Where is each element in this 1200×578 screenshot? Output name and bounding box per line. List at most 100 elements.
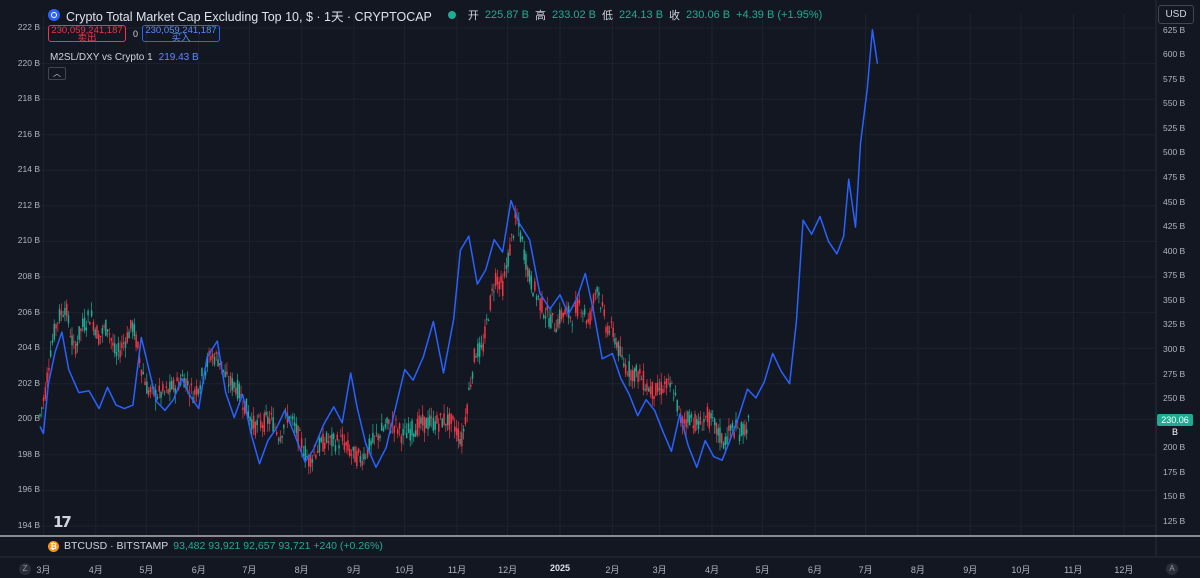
candle-body	[543, 315, 545, 318]
candle-body	[55, 324, 57, 329]
candle-body	[124, 341, 127, 348]
candle-body	[297, 425, 299, 445]
candle-body	[352, 446, 354, 451]
candle-body	[562, 312, 565, 317]
candle-body	[539, 298, 541, 311]
candle-body	[316, 450, 319, 454]
candle-body	[69, 336, 71, 337]
candle-body	[238, 384, 241, 398]
candle-body	[292, 416, 294, 420]
candle-body	[365, 457, 367, 458]
candle-body	[147, 390, 150, 396]
candle-body	[616, 342, 618, 348]
m2-line-series	[39, 29, 879, 469]
candle-body	[669, 382, 671, 388]
left-axis-tick-label: 208 B	[17, 271, 40, 281]
time-axis-tick-label: 4月	[704, 565, 719, 575]
candle-body	[96, 325, 98, 339]
candle-body	[470, 384, 472, 387]
candle-body	[510, 234, 513, 236]
candle-body	[146, 381, 148, 394]
last-price-tag: 230.06 B	[1157, 414, 1193, 437]
tradingview-logo[interactable]: 17	[53, 513, 72, 531]
candle-body	[265, 412, 267, 415]
candle-body	[432, 418, 435, 431]
candle-body	[487, 320, 490, 321]
candle-body	[541, 296, 543, 313]
candle-body	[276, 432, 278, 435]
candle-body	[466, 404, 468, 414]
sell-price: 230,059,241,187	[51, 25, 123, 36]
time-axis-tick-label: 6月	[807, 565, 822, 575]
candle-body	[245, 398, 248, 413]
candle-body	[160, 391, 162, 398]
time-axis-tick-label: 6月	[191, 565, 206, 575]
left-axis-tick-label: 200 B	[17, 413, 40, 424]
candle-body	[525, 253, 527, 270]
candle-body	[370, 440, 372, 446]
candle-body	[722, 443, 725, 449]
sell-button[interactable]: 230,059,241,187 卖出	[48, 25, 126, 43]
candle-body	[133, 324, 136, 336]
candle-body	[256, 420, 258, 426]
candle-body	[281, 436, 283, 438]
zoom-reset-button[interactable]: Z	[19, 563, 31, 575]
candle-body	[279, 437, 281, 442]
right-axis-tick-label: 425 B	[1163, 221, 1186, 232]
candle-body	[414, 430, 417, 437]
candle-body	[690, 414, 693, 418]
candle-body	[446, 414, 449, 426]
right-axis-tick-label: 250 B	[1163, 393, 1186, 404]
candle-body	[388, 419, 390, 424]
candle-body	[429, 415, 431, 426]
candle-body	[329, 435, 331, 438]
candle-body	[721, 433, 723, 444]
candle-body	[258, 415, 260, 417]
candle-body	[560, 310, 563, 320]
candle-body	[381, 423, 383, 431]
right-axis-tick-label: 575 B	[1163, 73, 1186, 84]
left-axis-tick-label: 198 B	[17, 448, 40, 459]
btc-pane-legend[interactable]: ₿ BTCUSD · BITSTAMP 93,482 93,921 92,657…	[48, 540, 383, 552]
candle-body	[455, 427, 458, 436]
buy-price: 230,059,241,187	[145, 25, 217, 36]
candle-body	[640, 379, 643, 380]
candle-body	[475, 356, 477, 358]
candle-body	[195, 386, 198, 395]
candle-body	[744, 424, 746, 436]
candle-body	[502, 280, 504, 297]
candle-body	[740, 422, 743, 436]
candle-body	[564, 309, 566, 315]
candle-body	[587, 318, 589, 322]
time-axis-tick-label: 3月	[652, 565, 667, 575]
m2-series-line	[39, 29, 879, 469]
left-axis-tick-label: 222 B	[17, 22, 40, 32]
candle-body	[443, 413, 445, 425]
candle-body	[493, 291, 495, 293]
candle-body	[519, 232, 522, 242]
candle-body	[194, 389, 196, 395]
candle-body	[454, 426, 456, 432]
candle-body	[74, 343, 77, 355]
candle-body	[662, 388, 664, 393]
symbol-title[interactable]: Crypto Total Market Cap Excluding Top 10…	[66, 9, 432, 24]
indicator-legend[interactable]: M2SL/DXY vs Crypto 1 219.43 B	[50, 52, 199, 63]
auto-scale-button[interactable]: A	[1166, 563, 1178, 575]
candle-body	[82, 318, 84, 327]
candle-body	[315, 454, 317, 459]
candle-body	[459, 439, 461, 444]
candle-body	[674, 392, 677, 396]
candle-body	[105, 320, 107, 336]
candle-body	[324, 442, 326, 449]
right-axis-tick-label: 150 B	[1163, 491, 1186, 502]
collapse-legend-button[interactable]: ︿	[48, 67, 66, 80]
candle-body	[377, 434, 379, 441]
candle-body	[142, 372, 144, 374]
time-axis-tick-label: 3月	[36, 565, 51, 575]
candle-body	[57, 322, 59, 324]
currency-selector[interactable]: USD	[1158, 5, 1194, 24]
candle-body	[639, 368, 641, 374]
buy-button[interactable]: 230,059,241,187 买入	[142, 25, 220, 43]
candle-body	[126, 332, 128, 343]
